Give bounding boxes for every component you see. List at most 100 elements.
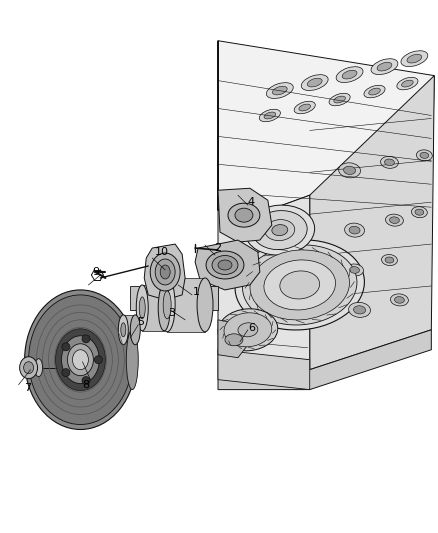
Ellipse shape — [299, 104, 311, 111]
Ellipse shape — [272, 86, 287, 95]
Ellipse shape — [212, 255, 238, 274]
Ellipse shape — [264, 112, 276, 119]
Ellipse shape — [159, 278, 175, 332]
Text: 10: 10 — [155, 247, 169, 257]
Ellipse shape — [61, 336, 99, 384]
Ellipse shape — [264, 260, 336, 310]
Ellipse shape — [377, 62, 392, 71]
Ellipse shape — [72, 350, 88, 370]
Ellipse shape — [301, 75, 328, 91]
Ellipse shape — [385, 159, 394, 166]
Ellipse shape — [136, 285, 148, 331]
Text: 2: 2 — [215, 243, 222, 253]
Ellipse shape — [218, 260, 232, 270]
Ellipse shape — [349, 302, 371, 317]
Circle shape — [95, 356, 102, 364]
Ellipse shape — [369, 88, 380, 95]
Ellipse shape — [385, 214, 403, 226]
Ellipse shape — [28, 295, 132, 424]
Ellipse shape — [342, 70, 357, 79]
Ellipse shape — [389, 217, 399, 223]
Ellipse shape — [407, 54, 422, 63]
Ellipse shape — [307, 78, 322, 87]
Ellipse shape — [245, 205, 314, 255]
Ellipse shape — [259, 109, 280, 122]
Ellipse shape — [353, 306, 366, 314]
Circle shape — [62, 343, 70, 351]
Ellipse shape — [24, 362, 34, 374]
Ellipse shape — [118, 315, 128, 345]
Ellipse shape — [280, 271, 320, 299]
Ellipse shape — [402, 80, 413, 87]
Ellipse shape — [401, 51, 428, 67]
Ellipse shape — [228, 203, 260, 227]
Polygon shape — [130, 286, 218, 310]
Ellipse shape — [395, 296, 404, 303]
Ellipse shape — [35, 359, 42, 377]
Ellipse shape — [411, 207, 427, 217]
Ellipse shape — [339, 163, 360, 178]
Ellipse shape — [266, 83, 293, 99]
Text: 6: 6 — [248, 323, 255, 333]
Text: 4: 4 — [247, 197, 254, 207]
Polygon shape — [310, 76, 434, 370]
Circle shape — [62, 369, 70, 377]
Ellipse shape — [56, 329, 106, 391]
Ellipse shape — [218, 309, 278, 351]
Ellipse shape — [390, 294, 408, 306]
Ellipse shape — [150, 253, 180, 291]
Ellipse shape — [158, 285, 170, 331]
Ellipse shape — [126, 330, 138, 390]
Ellipse shape — [252, 211, 307, 249]
Ellipse shape — [250, 250, 350, 320]
Polygon shape — [218, 41, 310, 375]
Text: 7: 7 — [24, 383, 31, 393]
Ellipse shape — [139, 297, 145, 319]
Text: 9: 9 — [92, 267, 99, 277]
Ellipse shape — [224, 313, 272, 347]
Ellipse shape — [343, 166, 356, 174]
Ellipse shape — [272, 224, 288, 236]
Polygon shape — [124, 315, 135, 345]
Circle shape — [82, 335, 90, 343]
Polygon shape — [142, 285, 164, 331]
Ellipse shape — [329, 93, 350, 106]
Ellipse shape — [334, 96, 346, 103]
Ellipse shape — [67, 344, 93, 376]
Ellipse shape — [336, 67, 363, 83]
Ellipse shape — [294, 101, 315, 114]
Ellipse shape — [397, 77, 418, 90]
Polygon shape — [167, 278, 205, 332]
Ellipse shape — [238, 323, 258, 337]
Ellipse shape — [385, 257, 394, 263]
Ellipse shape — [130, 315, 140, 345]
Polygon shape — [218, 330, 431, 390]
Ellipse shape — [420, 152, 429, 158]
Ellipse shape — [206, 251, 244, 279]
Ellipse shape — [160, 265, 170, 279]
Ellipse shape — [25, 290, 136, 430]
Text: 5: 5 — [137, 317, 144, 327]
Circle shape — [82, 377, 90, 384]
Ellipse shape — [225, 334, 243, 346]
Text: 8: 8 — [82, 379, 89, 390]
Ellipse shape — [121, 323, 126, 337]
Ellipse shape — [371, 59, 398, 75]
Ellipse shape — [349, 227, 360, 234]
Ellipse shape — [350, 266, 360, 273]
Ellipse shape — [381, 255, 397, 265]
Ellipse shape — [345, 223, 364, 237]
Text: 3: 3 — [169, 308, 176, 318]
Ellipse shape — [20, 357, 38, 378]
Polygon shape — [218, 320, 248, 358]
Ellipse shape — [415, 209, 424, 215]
Ellipse shape — [235, 240, 364, 330]
Ellipse shape — [243, 245, 357, 325]
Ellipse shape — [346, 264, 364, 276]
Polygon shape — [195, 240, 260, 290]
Ellipse shape — [417, 150, 432, 161]
Polygon shape — [218, 41, 434, 215]
Text: 1: 1 — [193, 287, 200, 297]
Ellipse shape — [155, 259, 175, 285]
Polygon shape — [144, 244, 185, 300]
